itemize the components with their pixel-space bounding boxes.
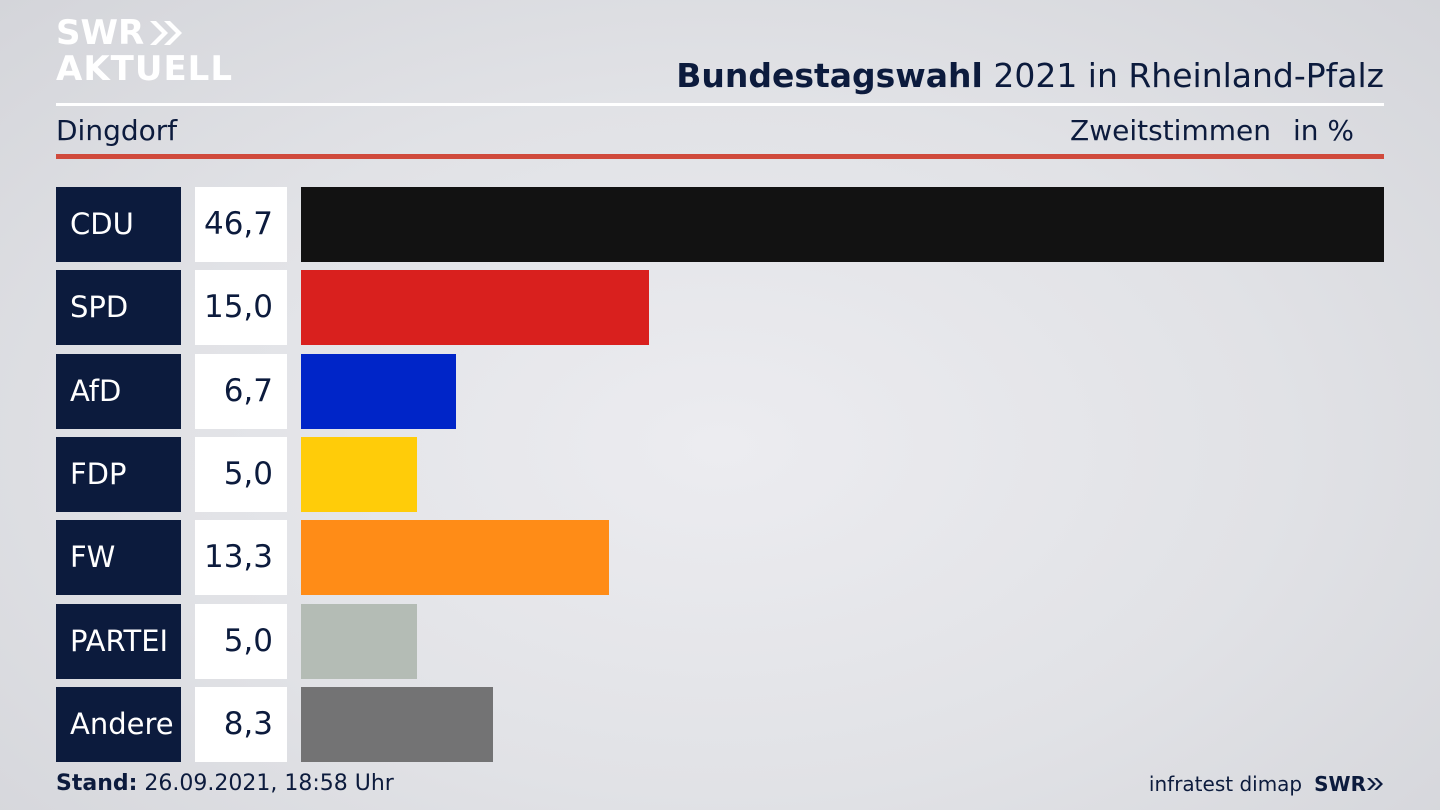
stand-label: Stand: (56, 771, 138, 796)
category-label: CDU (56, 187, 181, 262)
data-label: 5,0 (195, 603, 287, 679)
bar-row-andere: Andere 8,3 (56, 686, 1384, 762)
logo-line2: AKTUELL (56, 49, 234, 89)
category-label: SPD (56, 270, 181, 346)
data-label: 8,3 (195, 686, 287, 762)
double-chevron-icon (150, 21, 183, 45)
bar-row-partei: PARTEI 5,0 (56, 603, 1384, 679)
logo-line1: SWR (56, 13, 145, 53)
title-rest: 2021 in Rheinland-Pfalz (982, 56, 1384, 95)
bar-fdp (301, 436, 417, 512)
page-title: Bundestagswahl 2021 in Rheinland-Pfalz (676, 56, 1384, 95)
bar-row-cdu: CDU 46,7 (56, 187, 1384, 262)
footer-swr-logo: SWR (1314, 772, 1384, 796)
bar-spd (301, 270, 649, 346)
swr-aktuell-logo: SWR AKTUELL (56, 16, 233, 86)
timestamp: Stand: 26.09.2021, 18:58 Uhr (56, 771, 394, 796)
data-label: 46,7 (195, 187, 287, 262)
data-label: 6,7 (195, 353, 287, 429)
unit-label: in % (1292, 114, 1354, 147)
category-label: Andere (56, 686, 181, 762)
double-chevron-icon (1367, 778, 1383, 790)
category-label: AfD (56, 353, 181, 429)
measure-label-group: Zweitstimmen in % (1070, 114, 1354, 147)
category-label: FDP (56, 436, 181, 512)
stand-value: 26.09.2021, 18:58 Uhr (137, 771, 394, 796)
header-divider (56, 103, 1384, 106)
bar-row-spd: SPD 15,0 (56, 270, 1384, 346)
accent-divider (56, 154, 1384, 159)
footer-brand: SWR (1314, 772, 1366, 796)
measure-label: Zweitstimmen (1070, 114, 1271, 147)
bar-row-fw: FW 13,3 (56, 520, 1384, 596)
bar-partei (301, 603, 417, 679)
data-label: 15,0 (195, 270, 287, 346)
bar-andere (301, 686, 493, 762)
data-label: 5,0 (195, 436, 287, 512)
source-credit: infratest dimap SWR (1149, 772, 1384, 796)
bar-afd (301, 353, 456, 429)
category-label: PARTEI (56, 603, 181, 679)
bar-row-afd: AfD 6,7 (56, 353, 1384, 429)
title-bold: Bundestagswahl (676, 56, 983, 95)
category-label: FW (56, 520, 181, 596)
location-label: Dingdorf (56, 114, 178, 147)
bar-cdu (301, 187, 1384, 262)
bar-row-fdp: FDP 5,0 (56, 436, 1384, 512)
bar-fw (301, 520, 609, 596)
source-label: infratest dimap (1148, 772, 1303, 796)
data-label: 13,3 (195, 520, 287, 596)
